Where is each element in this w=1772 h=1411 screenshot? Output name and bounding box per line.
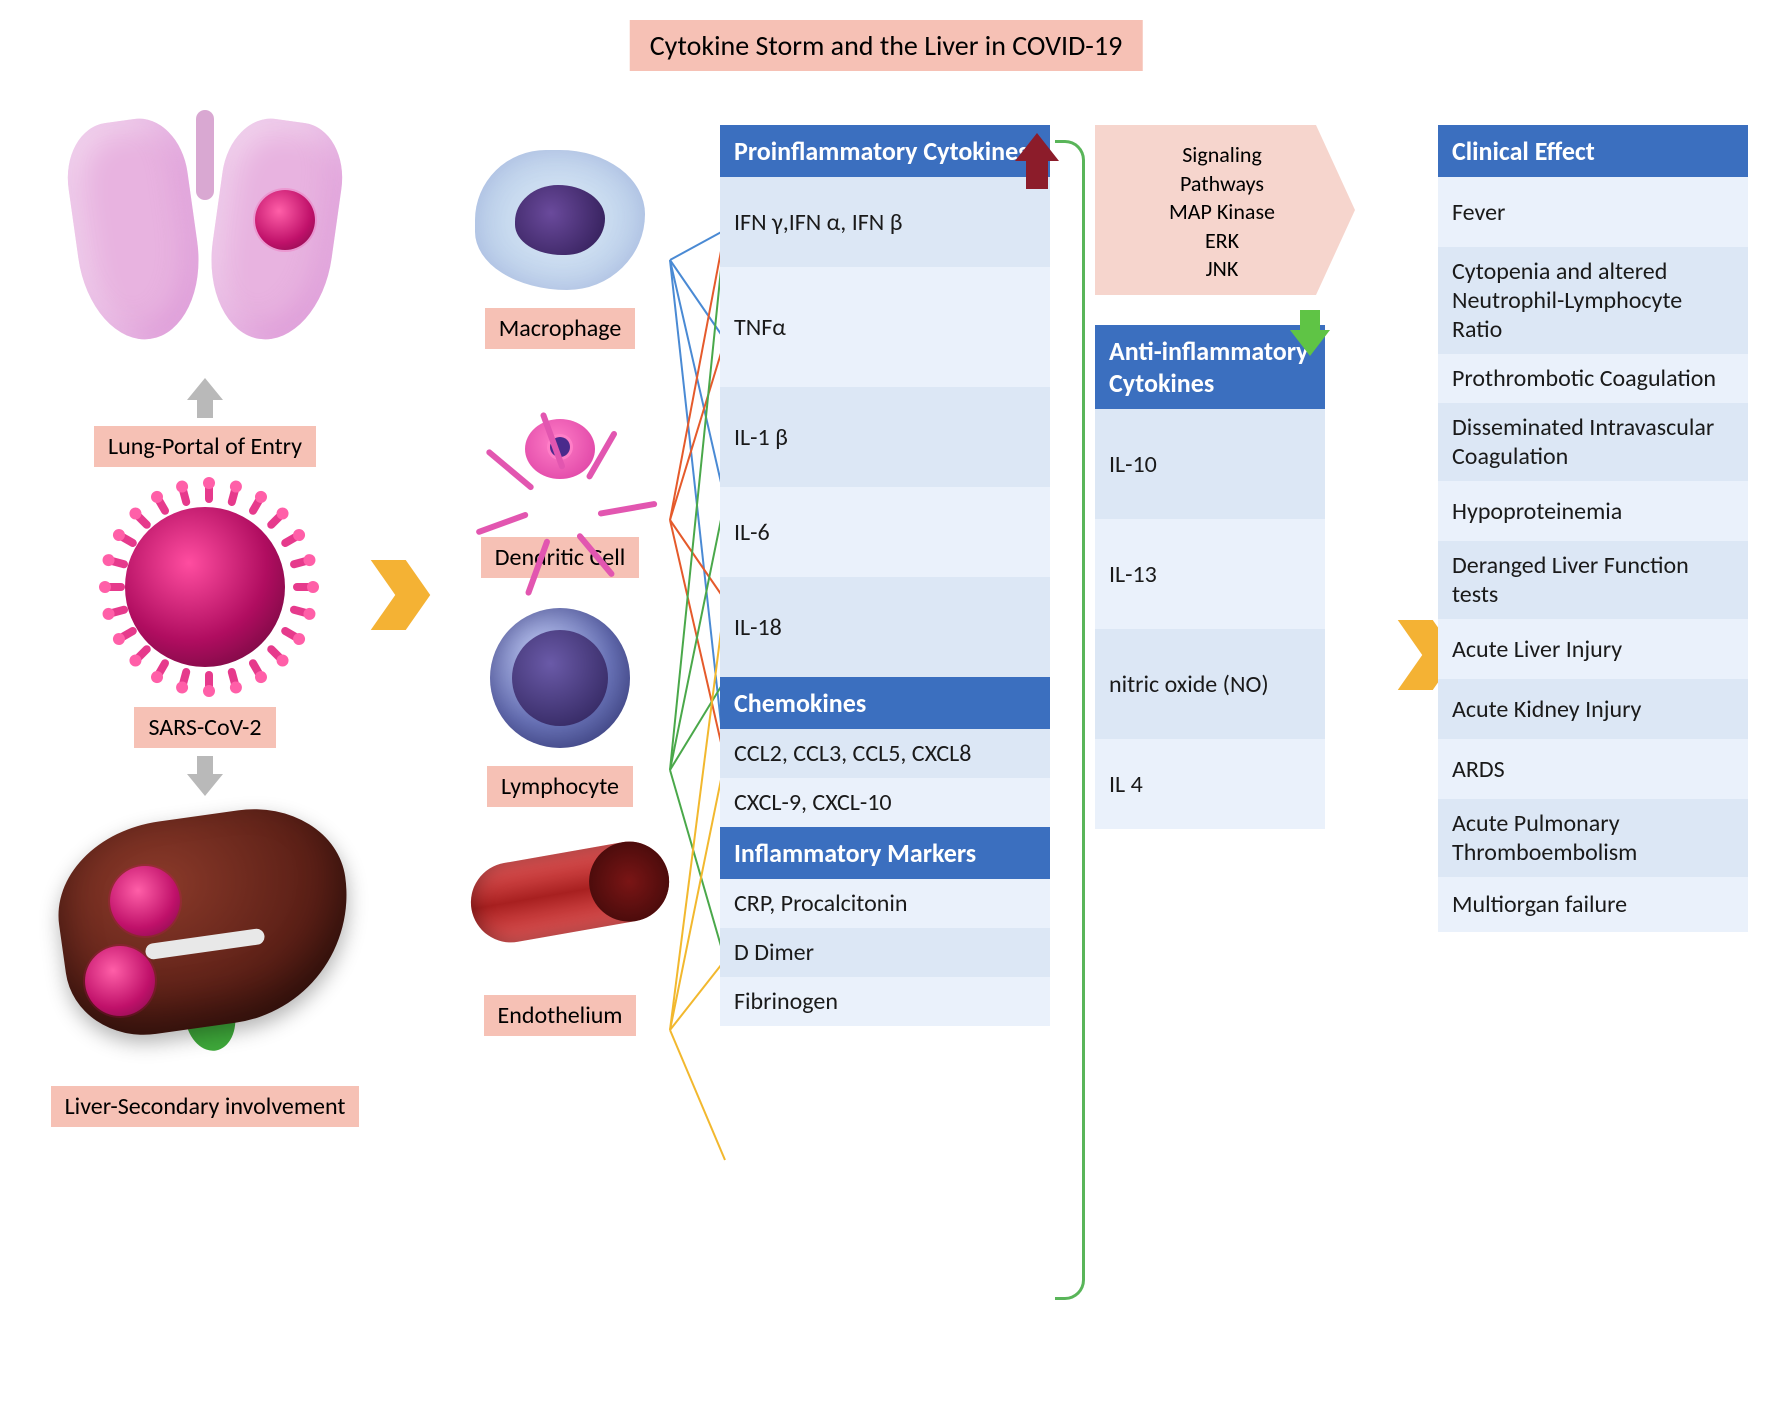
lung-label: Lung-Portal of Entry <box>94 426 316 467</box>
signaling-box: Signaling Pathways MAP Kinase ERK JNK <box>1095 125 1355 295</box>
virus-icon <box>255 190 315 250</box>
pro-header: Proinflammatory Cytokines <box>720 125 1050 177</box>
endothelium-label: Endothelium <box>484 995 637 1036</box>
proinflammatory-table: Proinflammatory Cytokines IFN γ,IFN α, I… <box>720 125 1050 1026</box>
clin-row: Acute Pulmonary Thromboembolism <box>1438 799 1748 877</box>
chevron-icon <box>383 560 433 630</box>
signaling-line: Signaling <box>1115 141 1329 170</box>
chemo-row: CCL2, CCL3, CCL5, CXCL8 <box>720 729 1050 778</box>
signaling-line: ERK <box>1115 227 1329 256</box>
clin-row: Cytopenia and altered Neutrophil-Lymphoc… <box>1438 247 1748 354</box>
bracket-icon <box>1055 140 1085 1300</box>
clin-row: Fever <box>1438 177 1748 247</box>
gray-arrow-down-icon <box>187 774 223 796</box>
clin-row: Prothrombotic Coagulation <box>1438 354 1748 403</box>
anti-row: IL-13 <box>1095 519 1325 629</box>
pro-row: IFN γ,IFN α, IFN β <box>720 177 1050 267</box>
endothelium-illustration <box>462 820 678 963</box>
dendritic-illustration <box>490 379 630 519</box>
clin-row: Acute Kidney Injury <box>1438 679 1748 739</box>
clin-row: Acute Liver Injury <box>1438 619 1748 679</box>
inflam-header: Inflammatory Markers <box>720 827 1050 879</box>
inflam-row: Fibrinogen <box>720 977 1050 1026</box>
clin-header: Clinical Effect <box>1438 125 1748 177</box>
signaling-line: MAP Kinase <box>1115 198 1329 227</box>
pro-row: TNFα <box>720 267 1050 387</box>
inflam-row: CRP, Procalcitonin <box>720 879 1050 928</box>
macrophage-illustration <box>475 150 645 290</box>
chemo-row: CXCL-9, CXCL-10 <box>720 778 1050 827</box>
page-title: Cytokine Storm and the Liver in COVID-19 <box>630 20 1143 71</box>
liver-label: Liver-Secondary involvement <box>51 1086 360 1127</box>
lymphocyte-label: Lymphocyte <box>487 766 633 807</box>
macrophage-label: Macrophage <box>485 308 636 349</box>
clin-row: Deranged Liver Function tests <box>1438 541 1748 619</box>
pro-row: IL-6 <box>720 487 1050 577</box>
dendritic-label: Dendritic Cell <box>481 537 640 578</box>
anti-row: IL-10 <box>1095 409 1325 519</box>
cells-column: Macrophage Dendritic Cell Lymphocyte End… <box>430 150 690 1066</box>
gray-arrow-up-icon <box>187 378 223 400</box>
virus-large-illustration <box>105 487 305 687</box>
pro-row: IL-1 β <box>720 387 1050 487</box>
organs-column: Lung-Portal of Entry SARS-CoV-2 Liver-Se… <box>30 120 380 1135</box>
down-arrow-icon <box>1290 330 1330 356</box>
clinical-effect-table: Clinical Effect Fever Cytopenia and alte… <box>1438 125 1748 932</box>
lungs-illustration <box>65 120 345 370</box>
anti-row: nitric oxide (NO) <box>1095 629 1325 739</box>
clin-row: ARDS <box>1438 739 1748 799</box>
virus-label: SARS-CoV-2 <box>134 707 275 748</box>
up-arrow-icon <box>1015 133 1059 161</box>
pro-row: IL-18 <box>720 577 1050 677</box>
inflam-row: D Dimer <box>720 928 1050 977</box>
anti-row: IL 4 <box>1095 739 1325 829</box>
liver-illustration <box>55 806 355 1066</box>
clin-row: Disseminated Intravascular Coagulation <box>1438 403 1748 481</box>
lymphocyte-illustration <box>490 608 630 748</box>
antiinflammatory-table: Anti-inflammatory Cytokines IL-10 IL-13 … <box>1095 325 1325 829</box>
clin-row: Hypoproteinemia <box>1438 481 1748 541</box>
chemokines-header: Chemokines <box>720 677 1050 729</box>
clin-row: Multiorgan failure <box>1438 877 1748 932</box>
signaling-line: Pathways <box>1115 170 1329 199</box>
signaling-line: JNK <box>1115 255 1329 284</box>
